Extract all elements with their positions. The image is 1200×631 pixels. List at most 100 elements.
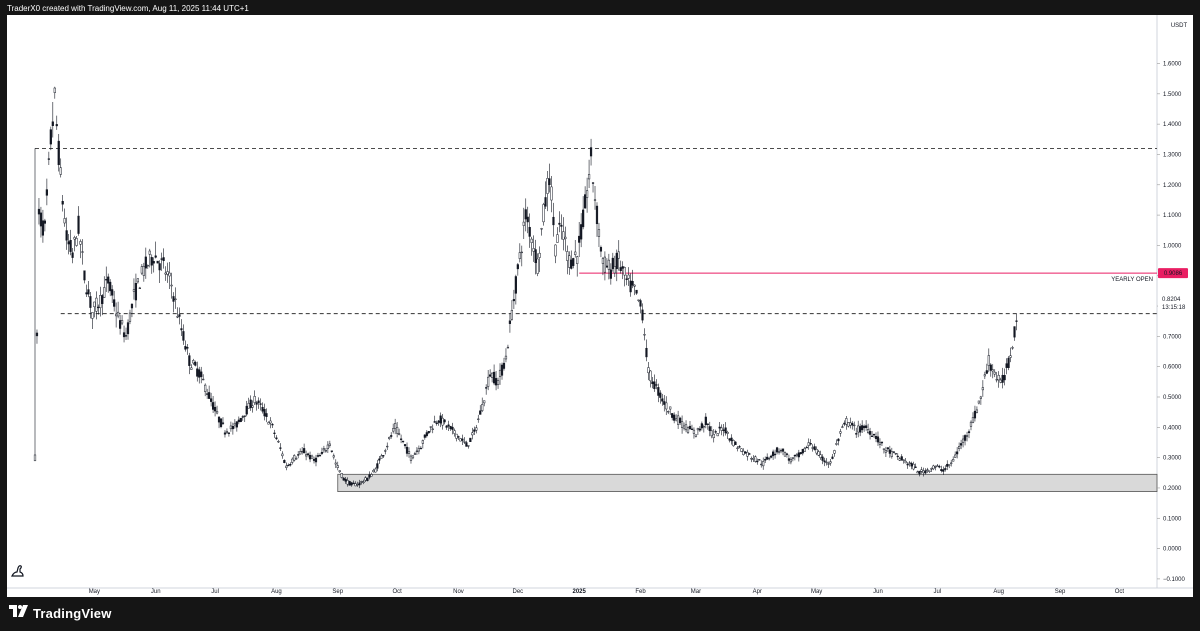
candle-body bbox=[61, 200, 64, 205]
candle-body bbox=[138, 287, 141, 289]
x-tick-label: Jul bbox=[211, 589, 219, 595]
candle-body bbox=[750, 458, 753, 460]
candle-body bbox=[43, 220, 46, 224]
candle-body bbox=[439, 415, 442, 424]
candle-body bbox=[243, 415, 246, 417]
candle-body bbox=[762, 461, 765, 467]
candle-body bbox=[237, 419, 240, 423]
candle-body bbox=[821, 456, 824, 461]
candle-body bbox=[657, 387, 660, 396]
candle-body bbox=[904, 460, 907, 464]
candle-body bbox=[758, 459, 761, 461]
candle-body bbox=[188, 355, 191, 366]
candle-body bbox=[827, 463, 830, 465]
candle-body bbox=[261, 407, 264, 412]
candle-body bbox=[849, 422, 852, 426]
candle-body bbox=[910, 462, 913, 467]
candle-body bbox=[936, 465, 939, 467]
candle-body bbox=[617, 251, 620, 259]
candle-body bbox=[184, 346, 187, 350]
x-tick-label: Dec bbox=[513, 589, 524, 595]
candle-body bbox=[868, 431, 872, 435]
candle-body bbox=[213, 406, 217, 412]
candle-body bbox=[722, 429, 725, 431]
candle-body bbox=[219, 418, 223, 427]
candle-body bbox=[760, 463, 763, 466]
candle-body bbox=[259, 403, 262, 405]
candle-body bbox=[496, 380, 500, 385]
candle-body bbox=[208, 392, 211, 399]
candle-body bbox=[429, 426, 432, 428]
candle-body bbox=[823, 460, 826, 463]
candle-body bbox=[332, 455, 335, 458]
candle-body bbox=[768, 457, 771, 460]
candle-body bbox=[158, 263, 161, 271]
candle-body bbox=[401, 440, 405, 443]
candle-body bbox=[231, 425, 234, 430]
support-range-box bbox=[337, 473, 1158, 492]
price-chart[interactable]: YEARLY OPEN USDT 1.6000 1.5000 1.4000 1.3000 1… bbox=[7, 15, 1193, 597]
candle-body bbox=[239, 418, 242, 422]
candle-body bbox=[874, 436, 878, 439]
chart-canvas[interactable]: YEARLY OPEN USDT 1.6000 1.5000 1.4000 1.3000 1… bbox=[7, 15, 1193, 597]
candle-body bbox=[686, 427, 690, 433]
x-tick-label: May bbox=[89, 589, 100, 595]
candle-body bbox=[572, 258, 575, 266]
candle-body bbox=[728, 438, 731, 441]
candle-body bbox=[866, 429, 870, 433]
candle-body bbox=[870, 435, 874, 437]
candle-body bbox=[459, 438, 462, 442]
candle-body bbox=[217, 416, 221, 423]
candle-body bbox=[366, 477, 369, 482]
candle-body bbox=[301, 450, 304, 453]
candle-body bbox=[489, 374, 492, 377]
candle-body bbox=[807, 442, 810, 446]
candle-body bbox=[886, 447, 889, 450]
candle-body bbox=[752, 457, 755, 460]
candle-body bbox=[981, 387, 984, 391]
candle-body bbox=[65, 230, 68, 241]
candle-body bbox=[1013, 326, 1016, 338]
candle-body bbox=[382, 455, 385, 457]
candle-body bbox=[318, 455, 322, 457]
candle-body bbox=[427, 431, 430, 434]
candle-body bbox=[405, 446, 409, 454]
candle-body bbox=[756, 460, 759, 463]
candle-body bbox=[574, 251, 577, 255]
candle-body bbox=[518, 252, 521, 259]
candle-body bbox=[374, 468, 377, 473]
candle-body bbox=[861, 425, 864, 431]
candle-body bbox=[79, 241, 82, 245]
candle-body bbox=[75, 238, 78, 246]
x-tick-label: Oct bbox=[392, 589, 402, 595]
candle-body bbox=[198, 369, 201, 378]
candle-body bbox=[510, 310, 513, 320]
candle-body bbox=[229, 425, 233, 430]
candle-body bbox=[993, 371, 996, 375]
candle-body bbox=[441, 417, 444, 426]
candle-body bbox=[669, 406, 672, 410]
candle-body bbox=[146, 265, 149, 267]
candle-body bbox=[730, 437, 733, 442]
yearly-open-price-badge bbox=[1158, 268, 1188, 279]
candle-body bbox=[999, 379, 1002, 383]
candle-body bbox=[944, 468, 947, 470]
candle-body bbox=[643, 334, 646, 336]
candle-body bbox=[55, 124, 58, 127]
candle-body bbox=[781, 448, 785, 452]
candle-body bbox=[882, 448, 886, 450]
candle-body bbox=[934, 466, 937, 468]
candle-body bbox=[124, 335, 128, 337]
candle-body bbox=[1001, 374, 1004, 383]
tradingview-logo[interactable]: TradingView bbox=[9, 604, 112, 622]
candle-body bbox=[453, 430, 456, 434]
candle-body bbox=[930, 468, 933, 470]
x-tick-label: Sep bbox=[1055, 589, 1066, 595]
candle-body bbox=[186, 347, 189, 349]
candle-body bbox=[534, 249, 537, 264]
y-tick-label: 0.0000 bbox=[1163, 547, 1182, 553]
x-tick-label: Mar bbox=[691, 589, 701, 595]
candle-body bbox=[805, 446, 808, 449]
candle-body bbox=[578, 235, 581, 243]
candle-body bbox=[364, 477, 367, 481]
